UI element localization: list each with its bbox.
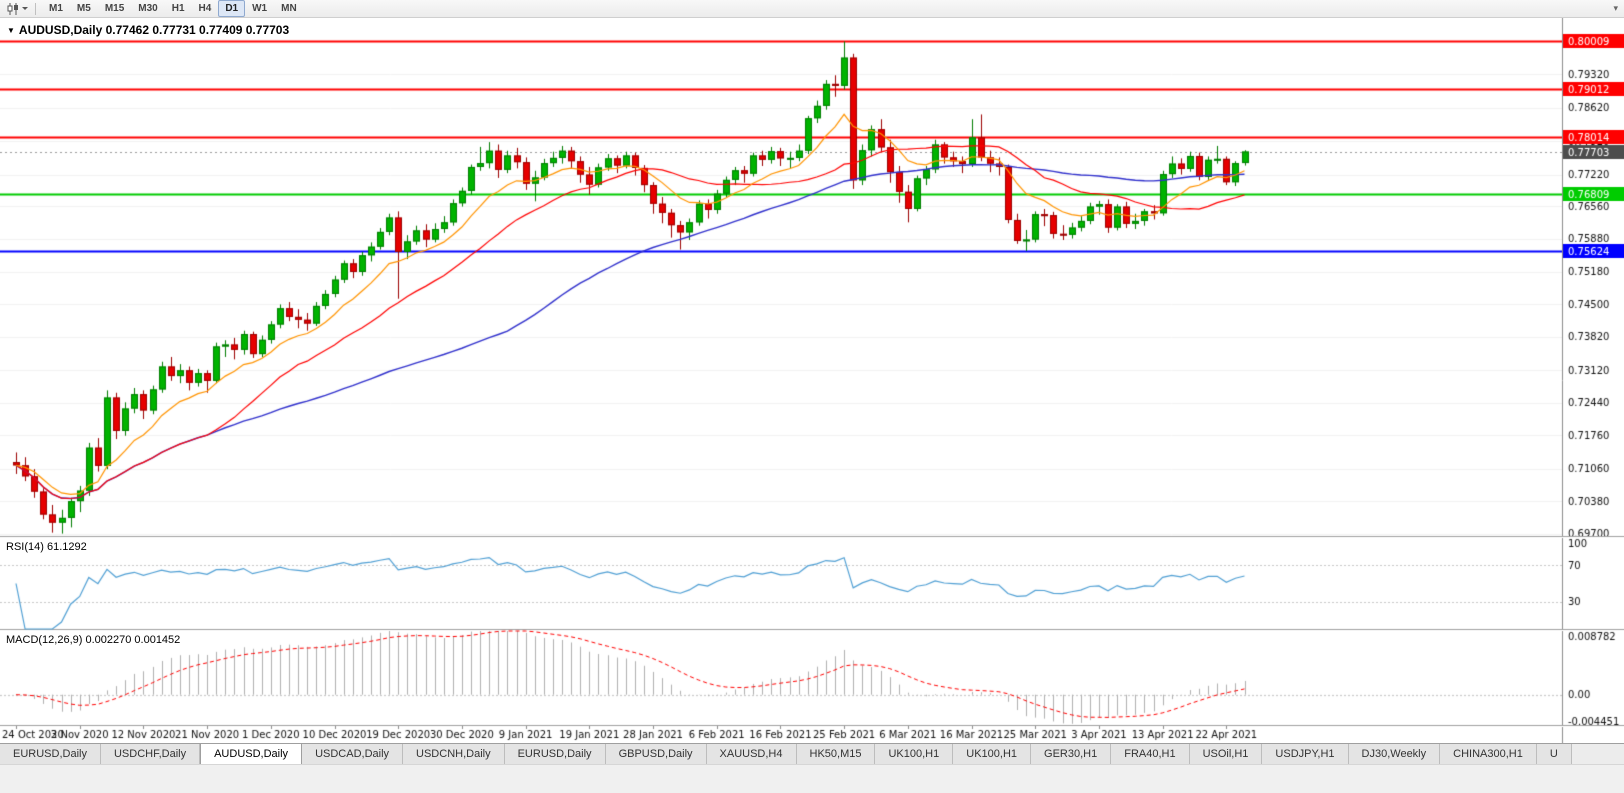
chart-tab-10[interactable]: UK100,H1 (953, 744, 1032, 764)
chart-tab-7[interactable]: XAUUSD,H4 (706, 744, 797, 764)
chart-tab-1[interactable]: USDCHF,Daily (100, 744, 201, 764)
timeframe-button-mn[interactable]: MN (281, 3, 297, 14)
status-bar (0, 764, 1624, 793)
toolbar-overflow-icon[interactable]: ▾ (1613, 3, 1618, 13)
chart-tab-8[interactable]: HK50,M15 (796, 744, 876, 764)
chart-tab-3[interactable]: USDCAD,Daily (302, 744, 404, 764)
chart-tab-9[interactable]: UK100,H1 (875, 744, 954, 764)
chart-tab-0[interactable]: EURUSD,Daily (0, 744, 101, 764)
chevron-down-icon (22, 7, 28, 10)
timeframe-button-h1[interactable]: H1 (171, 3, 185, 14)
chart-tab-15[interactable]: DJ30,Weekly (1348, 744, 1441, 764)
timeframe-button-d1[interactable]: D1 (218, 0, 246, 17)
toolbar-separator (35, 2, 36, 15)
symbol-tab-bar: EURUSD,Daily USDCHF,Daily AUDUSD,Daily USDC… (0, 743, 1624, 764)
timeframe-toolbar: M1 M5 M15 M30 H1 H4 D1 W1 MN ▾ (0, 0, 1624, 18)
chart-tab-17[interactable]: U (1536, 744, 1572, 764)
price-chart-canvas[interactable] (0, 18, 1624, 743)
chart-tab-4[interactable]: USDCNH,Daily (403, 744, 505, 764)
chart-tab-6[interactable]: GBPUSD,Daily (605, 744, 707, 764)
candlestick-chart-icon[interactable] (4, 1, 31, 17)
timeframe-button-h4[interactable]: H4 (198, 3, 212, 14)
chart-tab-5[interactable]: EURUSD,Daily (504, 744, 606, 764)
timeframe-buttons-group: M1 M5 M15 M30 H1 H4 D1 W1 MN (42, 0, 304, 17)
timeframe-button-m1[interactable]: M1 (49, 3, 63, 14)
chart-tab-2[interactable]: AUDUSD,Daily (200, 744, 303, 764)
timeframe-button-m5[interactable]: M5 (76, 3, 91, 14)
chart-tab-14[interactable]: USDJPY,H1 (1262, 744, 1349, 764)
timeframe-button-m30[interactable]: M30 (138, 3, 158, 14)
chart-tab-16[interactable]: CHINA300,H1 (1440, 744, 1537, 764)
chart-tab-11[interactable]: GER30,H1 (1031, 744, 1112, 764)
timeframe-button-w1[interactable]: W1 (252, 3, 268, 14)
chart-tab-12[interactable]: FRA40,H1 (1111, 744, 1190, 764)
timeframe-button-m15[interactable]: M15 (104, 3, 125, 14)
chart-tab-13[interactable]: USOil,H1 (1189, 744, 1263, 764)
